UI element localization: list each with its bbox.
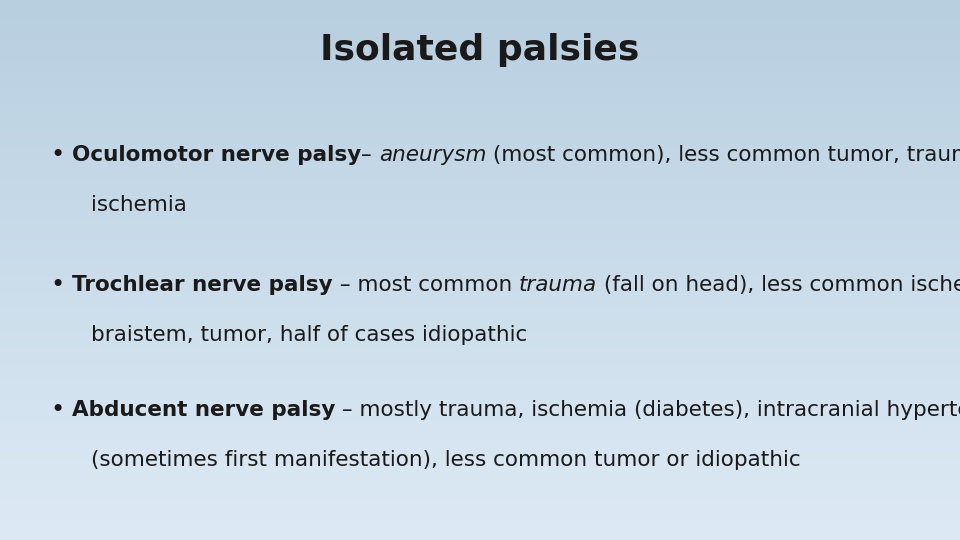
Text: •: • bbox=[51, 143, 64, 167]
Text: trauma: trauma bbox=[518, 275, 597, 295]
Text: (sometimes first manifestation), less common tumor or idiopathic: (sometimes first manifestation), less co… bbox=[91, 450, 801, 470]
Text: –: – bbox=[361, 145, 379, 165]
Text: •: • bbox=[51, 273, 64, 297]
Text: •: • bbox=[51, 398, 64, 422]
Text: (fall on head), less common ischemia of: (fall on head), less common ischemia of bbox=[597, 275, 960, 295]
Text: Oculomotor nerve palsy: Oculomotor nerve palsy bbox=[72, 145, 361, 165]
Text: ischemia: ischemia bbox=[91, 195, 187, 215]
Text: Isolated palsies: Isolated palsies bbox=[321, 33, 639, 67]
Text: – mostly trauma, ischemia (diabetes), intracranial hypertension: – mostly trauma, ischemia (diabetes), in… bbox=[335, 400, 960, 420]
Text: aneurysm: aneurysm bbox=[379, 145, 487, 165]
Text: Trochlear nerve palsy: Trochlear nerve palsy bbox=[72, 275, 332, 295]
Text: – most common: – most common bbox=[332, 275, 518, 295]
Text: braistem, tumor, half of cases idiopathic: braistem, tumor, half of cases idiopathi… bbox=[91, 325, 527, 345]
Text: (most common), less common tumor, trauma,: (most common), less common tumor, trauma… bbox=[487, 145, 960, 165]
Text: Abducent nerve palsy: Abducent nerve palsy bbox=[72, 400, 335, 420]
